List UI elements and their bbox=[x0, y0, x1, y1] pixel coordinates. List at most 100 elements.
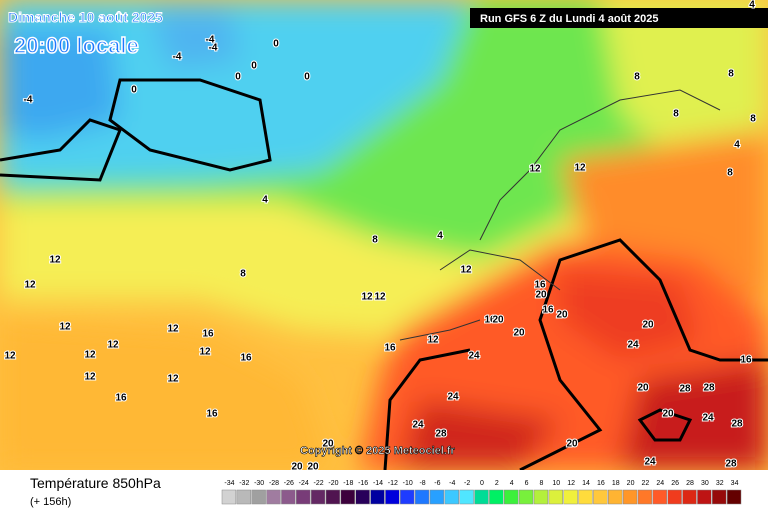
scale-label: -16 bbox=[358, 480, 368, 487]
contour-label: 28 bbox=[679, 384, 691, 395]
contour-label: 12 bbox=[374, 292, 386, 303]
color-swatch bbox=[474, 489, 489, 505]
contour-label: 12 bbox=[427, 335, 439, 346]
contour-label: 16 bbox=[206, 409, 218, 420]
contour-label: 4 bbox=[437, 231, 443, 242]
contour-label: 12 bbox=[167, 324, 179, 335]
color-swatch bbox=[266, 489, 281, 505]
scale-label: -6 bbox=[434, 480, 440, 487]
color-swatch bbox=[296, 489, 311, 505]
contour-label: 20 bbox=[637, 383, 649, 394]
contour-label: 24 bbox=[468, 351, 480, 362]
contour-label: 16 bbox=[534, 280, 546, 291]
contour-label: 28 bbox=[725, 459, 737, 470]
color-swatch bbox=[504, 489, 519, 505]
scale-label: 18 bbox=[612, 480, 620, 487]
contour-label: 20 bbox=[513, 328, 525, 339]
contour-label: 8 bbox=[750, 114, 756, 125]
scale-label: -32 bbox=[239, 480, 249, 487]
contour-label: 20 bbox=[535, 290, 547, 301]
contour-label: 24 bbox=[644, 457, 656, 468]
contour-label: -4 bbox=[173, 52, 182, 63]
color-swatch bbox=[370, 489, 385, 505]
scale-label: 26 bbox=[671, 480, 679, 487]
scale-label: -24 bbox=[299, 480, 309, 487]
scale-label: 24 bbox=[656, 480, 664, 487]
scale-label: -34 bbox=[224, 480, 234, 487]
run-info: Run GFS 6 Z du Lundi 4 août 2025 bbox=[480, 13, 658, 25]
contour-label: 12 bbox=[49, 255, 61, 266]
contour-label: 28 bbox=[731, 419, 743, 430]
contour-label: 8 bbox=[727, 168, 733, 179]
contour-label: 12 bbox=[574, 163, 586, 174]
scale-label: 0 bbox=[480, 480, 484, 487]
contour-label: 20 bbox=[556, 310, 568, 321]
color-scale: -34 -32 -30 -28 -26 -24 -22 -20 -18 -16 -14 -12 -10-… bbox=[221, 480, 742, 505]
legend-subtitle: (+ 156h) bbox=[30, 496, 71, 508]
scale-label: 12 bbox=[567, 480, 575, 487]
contour-label: 28 bbox=[703, 383, 715, 394]
scale-label: -20 bbox=[328, 480, 338, 487]
run-box bbox=[470, 8, 768, 28]
color-swatch bbox=[385, 489, 400, 505]
contour-label: 20 bbox=[566, 439, 578, 450]
contour-label: -4 bbox=[206, 35, 215, 46]
contour-label: 12 bbox=[107, 340, 119, 351]
contour-label: 0 bbox=[304, 72, 310, 83]
scale-label: 28 bbox=[686, 480, 694, 487]
color-swatch bbox=[414, 489, 430, 505]
scale-label: 32 bbox=[716, 480, 724, 487]
color-swatch bbox=[667, 489, 682, 505]
contour-label: 8 bbox=[372, 235, 378, 246]
contour-label: 12 bbox=[167, 374, 179, 385]
copyright: Copyright © 2025 Meteociel.fr bbox=[300, 445, 456, 457]
scale-label: -4 bbox=[449, 480, 455, 487]
contour-label: 24 bbox=[447, 392, 459, 403]
contour-label: 20 bbox=[642, 320, 654, 331]
color-swatch bbox=[593, 489, 608, 505]
contour-label: 8 bbox=[240, 269, 246, 280]
time: 20:00 locale bbox=[14, 33, 139, 58]
scale-label: -18 bbox=[343, 480, 353, 487]
contour-label: 0 bbox=[251, 61, 257, 72]
color-swatch bbox=[355, 489, 370, 505]
contour-label: 4 bbox=[749, 0, 755, 11]
scale-label: 22 bbox=[642, 480, 650, 487]
scale-label: 20 bbox=[627, 480, 635, 487]
color-swatch bbox=[682, 489, 697, 505]
color-swatch bbox=[459, 489, 474, 505]
contour-label: 12 bbox=[199, 347, 211, 358]
scale-label: 10 bbox=[552, 480, 560, 487]
scale-label: 14 bbox=[582, 480, 590, 487]
color-swatch bbox=[310, 489, 326, 505]
contour-label: 24 bbox=[627, 340, 639, 351]
contour-label: 16 bbox=[202, 329, 214, 340]
color-swatch bbox=[578, 489, 593, 505]
contour-label: 12 bbox=[4, 351, 16, 362]
color-swatch bbox=[712, 489, 727, 505]
scale-label: -30 bbox=[254, 480, 264, 487]
color-swatch bbox=[518, 489, 534, 505]
contour-label: 16 bbox=[240, 353, 252, 364]
contour-label: 12 bbox=[59, 322, 71, 333]
scale-label: -22 bbox=[314, 480, 324, 487]
color-swatch bbox=[548, 489, 563, 505]
contour-label: 12 bbox=[24, 280, 36, 291]
contour-label: 12 bbox=[361, 292, 373, 303]
contour-label: 0 bbox=[131, 85, 137, 96]
contour-label: 16 bbox=[384, 343, 396, 354]
color-swatch bbox=[697, 489, 712, 505]
map-background bbox=[0, 0, 768, 472]
contour-label: 12 bbox=[84, 350, 96, 361]
scale-label: 8 bbox=[539, 480, 543, 487]
color-swatch bbox=[400, 489, 415, 505]
contour-label: 12 bbox=[460, 265, 472, 276]
contour-label: 24 bbox=[412, 420, 424, 431]
color-swatch bbox=[563, 489, 578, 505]
contour-label: 28 bbox=[435, 429, 447, 440]
color-swatch bbox=[429, 489, 445, 505]
contour-label: 16 bbox=[740, 355, 752, 366]
contour-label: -4 bbox=[24, 95, 33, 106]
color-swatch bbox=[340, 489, 355, 505]
